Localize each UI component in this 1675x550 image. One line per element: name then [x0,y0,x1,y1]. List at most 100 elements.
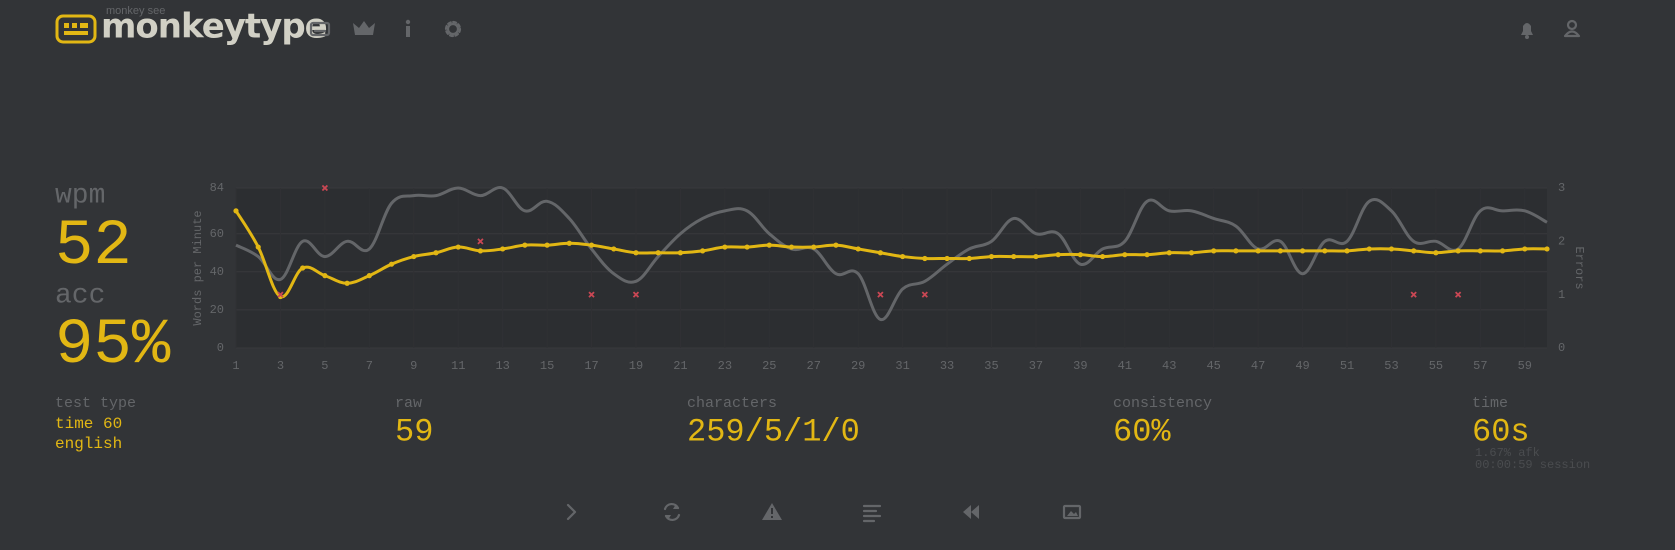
error-mark [477,238,484,245]
x-tick-label: 37 [1029,359,1043,373]
next-test[interactable] [566,503,577,521]
point [788,244,795,250]
tagline: monkey see [106,5,165,17]
nav-settings[interactable] [444,20,462,38]
point [522,242,528,248]
afk: 1.67% afk [1475,446,1540,460]
x-tick-label: 47 [1251,359,1265,373]
x-tick-label: 3 [277,359,284,373]
nav-keyboard[interactable] [309,21,331,37]
x-tick-label: 31 [895,359,909,373]
point [255,244,261,250]
report[interactable] [762,503,782,520]
replay[interactable] [963,505,979,519]
point [433,250,439,256]
error-mark [277,291,284,298]
logo[interactable]: monkey see monkeytype [55,5,328,47]
point [811,244,817,250]
point [455,244,461,250]
point [300,265,306,271]
y-axis-title: Words per Minute [191,210,205,325]
wpm-label: wpm [55,180,105,211]
point [766,242,772,248]
x-tick-label: 49 [1295,359,1309,373]
y2-tick-label: 3 [1558,181,1565,195]
point [1166,250,1172,256]
point [611,246,617,252]
account[interactable] [1563,19,1581,38]
point [1477,248,1483,254]
point [1144,252,1150,258]
screenshot[interactable] [1062,504,1082,520]
x-tick-label: 59 [1518,359,1532,373]
x-tick-label: 57 [1473,359,1487,373]
point [1411,248,1417,254]
point [388,261,395,267]
point [877,250,883,256]
y-tick-label: 40 [210,265,224,279]
consistency-label: consistency [1113,395,1212,412]
y-tick-label: 84 [210,181,224,195]
point [1388,246,1395,252]
point [1033,253,1039,260]
restart[interactable] [663,502,681,522]
point [922,255,928,262]
x-tick-label: 29 [851,359,865,373]
error-mark [877,291,884,298]
x-tick-label: 35 [984,359,998,373]
acc-label: acc [55,280,105,311]
y2-tick-label: 0 [1558,341,1565,355]
error-mark [321,184,329,192]
x-tick-label: 39 [1073,359,1087,373]
point [322,273,328,279]
test-type: time 60 [55,415,122,433]
point [1077,252,1083,258]
x-tick-label: 5 [321,359,328,373]
point [1233,248,1239,254]
point [900,253,906,260]
point [566,240,572,246]
x-tick-label: 15 [540,359,554,373]
point [1188,250,1195,256]
point [944,255,950,262]
words-history[interactable] [862,504,882,523]
point [633,250,639,256]
error-mark [921,291,928,298]
x-tick-label: 27 [807,359,821,373]
notifications[interactable] [1521,23,1533,39]
y2-tick-label: 2 [1558,235,1565,249]
point [1011,253,1017,260]
point [344,280,350,286]
x-tick-label: 55 [1429,359,1443,373]
point [722,244,728,250]
point [366,273,372,279]
nav-about[interactable] [405,19,411,37]
consistency-value: 60% [1113,413,1171,450]
point [855,246,861,252]
point [1344,248,1350,254]
point [700,248,706,254]
point [1522,246,1528,252]
x-tick-label: 21 [673,359,687,373]
point [1299,248,1306,254]
point [744,244,750,250]
raw-label: raw [395,395,422,412]
point [1211,248,1217,254]
point [833,242,839,248]
point [1055,252,1061,258]
characters-label: characters [687,395,777,412]
wpm-value: 52 [55,211,132,283]
characters-value: 259/5/1/0 [687,413,860,450]
time-value: 60s [1472,413,1530,450]
point [1499,248,1506,254]
plot-area [236,188,1547,348]
x-tick-label: 13 [495,359,509,373]
point [1122,252,1128,258]
point [544,242,550,248]
nav-leaderboard[interactable] [353,21,375,35]
point [500,246,506,252]
error-mark [1454,291,1462,298]
point [1455,248,1461,254]
